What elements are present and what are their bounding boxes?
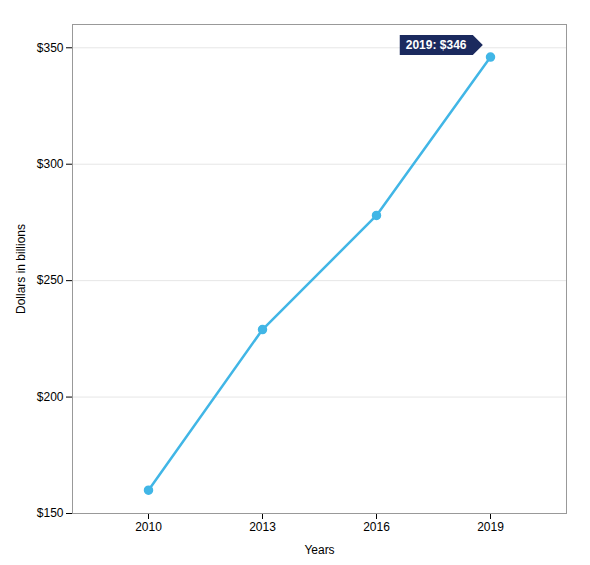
- svg-text:$300: $300: [37, 157, 64, 171]
- svg-text:$200: $200: [37, 390, 64, 404]
- svg-text:$150: $150: [37, 506, 64, 520]
- svg-text:$350: $350: [37, 41, 64, 55]
- svg-text:2019: 2019: [477, 520, 504, 534]
- svg-text:Dollars in billions: Dollars in billions: [14, 224, 28, 314]
- svg-text:2016: 2016: [363, 520, 390, 534]
- svg-text:2019: $346: 2019: $346: [406, 38, 467, 52]
- svg-text:2013: 2013: [249, 520, 276, 534]
- svg-text:Years: Years: [304, 543, 334, 557]
- svg-text:2010: 2010: [135, 520, 162, 534]
- svg-text:$250: $250: [37, 273, 64, 287]
